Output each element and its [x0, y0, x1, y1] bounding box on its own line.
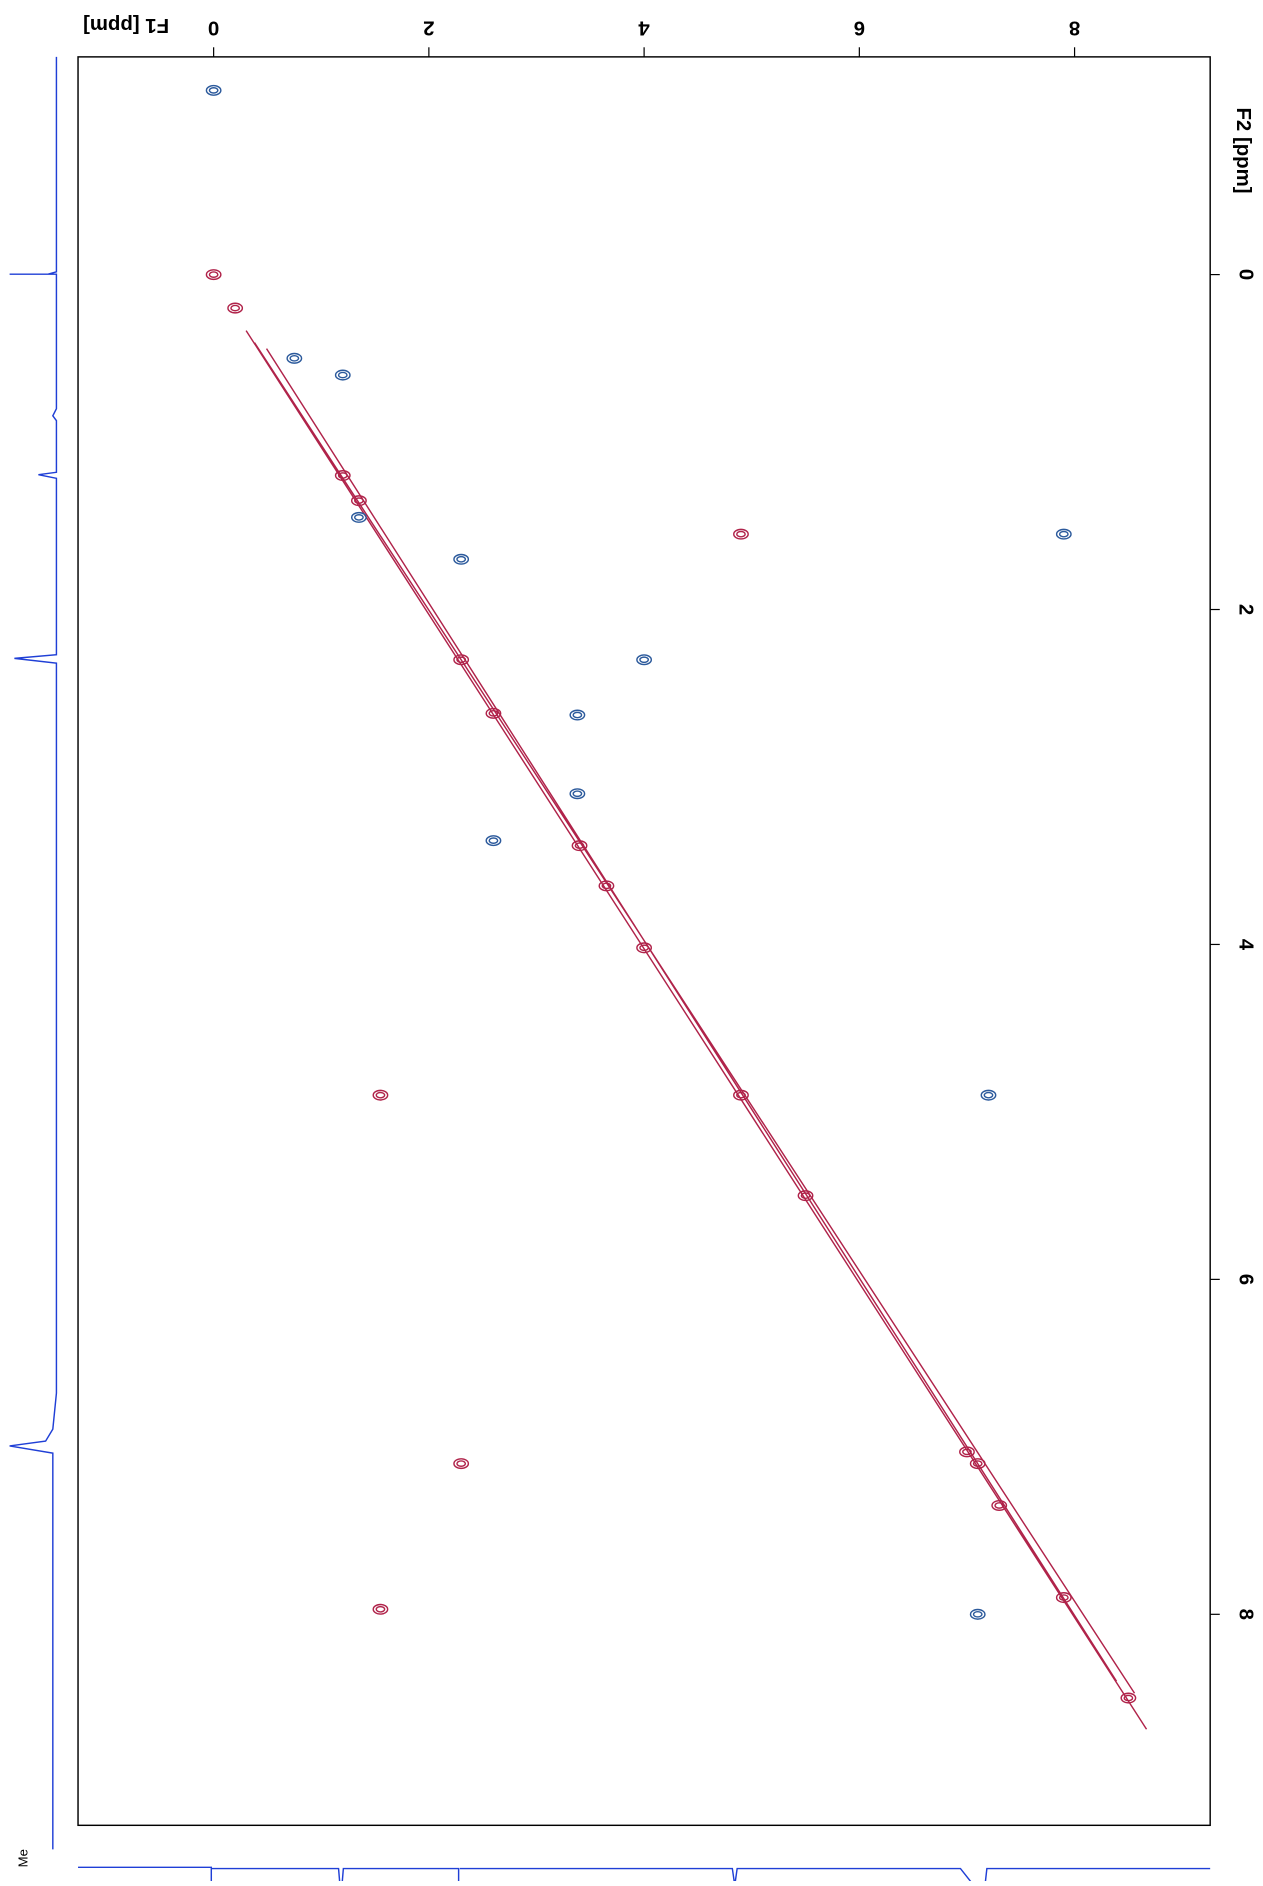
contour-peak	[337, 371, 348, 379]
contour-peak	[208, 87, 219, 94]
x-tick-label: 6	[854, 16, 865, 38]
contour-peak	[569, 788, 586, 800]
contour-peak	[972, 1460, 983, 1467]
contour-peak	[639, 944, 650, 952]
contour-peak	[797, 1190, 814, 1202]
x-tick-label: 4	[638, 16, 650, 38]
contour-peak	[488, 709, 499, 717]
contour-peak	[601, 882, 612, 890]
contour-peak	[991, 1499, 1008, 1511]
contour-peak	[485, 707, 502, 719]
contour-peak	[375, 1091, 386, 1099]
contour-peak	[994, 1502, 1005, 1509]
contour-peak	[736, 530, 746, 538]
contour-peak	[485, 835, 502, 847]
contour-peak	[353, 497, 364, 505]
projection-bottom	[78, 1866, 1211, 1886]
contour-peak	[375, 1605, 386, 1613]
contour-peak	[736, 1091, 746, 1099]
contour-peak	[572, 790, 583, 798]
contour-peak	[456, 1460, 467, 1467]
x-tick-label: 8	[1069, 16, 1080, 38]
contour-peak	[1055, 528, 1072, 540]
contour-peak	[1058, 1594, 1069, 1601]
contour-peak	[969, 1458, 986, 1470]
contour-peak	[456, 656, 467, 664]
contour-peak	[289, 354, 300, 362]
contour-peak	[598, 880, 615, 892]
y-tick-label: 8	[1235, 1609, 1257, 1620]
contour-peak	[1055, 1592, 1072, 1604]
contour-peak	[636, 942, 653, 954]
contour-peak	[456, 555, 467, 563]
contour-peak	[733, 528, 749, 540]
contour-peak	[983, 1091, 994, 1099]
diagonal	[245, 330, 1148, 1730]
contour-peak	[488, 837, 499, 844]
contour-peak	[572, 711, 583, 719]
y-axis-label: F2 [ppm]	[1232, 107, 1254, 193]
contour-peak	[571, 840, 588, 852]
contour-peak	[350, 495, 367, 507]
contour-peak	[1123, 1694, 1134, 1702]
contour-peak	[337, 472, 348, 479]
annotation: Me	[15, 1849, 30, 1867]
contour-peak	[208, 271, 219, 278]
contour-peak	[574, 842, 585, 850]
contour-peak	[972, 1610, 983, 1618]
contour-peak	[453, 1458, 470, 1470]
contour-peak	[1058, 530, 1069, 538]
contour-peak	[205, 84, 222, 96]
contour-peak	[205, 269, 222, 281]
contour-peak	[800, 1192, 811, 1200]
contour-peak	[372, 1089, 389, 1101]
contour-peak	[1120, 1692, 1137, 1704]
contour-peak	[969, 1608, 986, 1620]
contour-peak	[959, 1446, 975, 1458]
contour-peak	[980, 1089, 997, 1101]
contour-peak	[453, 654, 470, 666]
contour-peak	[286, 352, 303, 364]
contour-peak	[639, 656, 650, 664]
contour-peak	[733, 1089, 749, 1101]
contour-peak	[334, 470, 351, 482]
x-tick-label: 2	[423, 16, 434, 38]
contour-peak	[453, 553, 470, 565]
contour-peak	[636, 654, 653, 666]
contour-peak	[227, 302, 244, 314]
y-tick-label: 4	[1235, 939, 1257, 951]
y-tick-label: 0	[1235, 269, 1257, 280]
x-axis-label: F1 [ppm]	[83, 14, 169, 36]
contour-peak	[353, 514, 364, 521]
contour-peak	[372, 1603, 389, 1615]
contour-peak	[350, 511, 367, 523]
contour-peak	[962, 1448, 972, 1456]
contour-peak	[230, 304, 241, 312]
y-tick-label: 2	[1235, 604, 1257, 615]
contour-peak	[569, 709, 586, 721]
projection-left	[9, 56, 58, 1850]
y-tick-label: 6	[1235, 1274, 1257, 1285]
x-tick-label: 0	[208, 16, 219, 38]
contour-peak	[334, 369, 351, 381]
